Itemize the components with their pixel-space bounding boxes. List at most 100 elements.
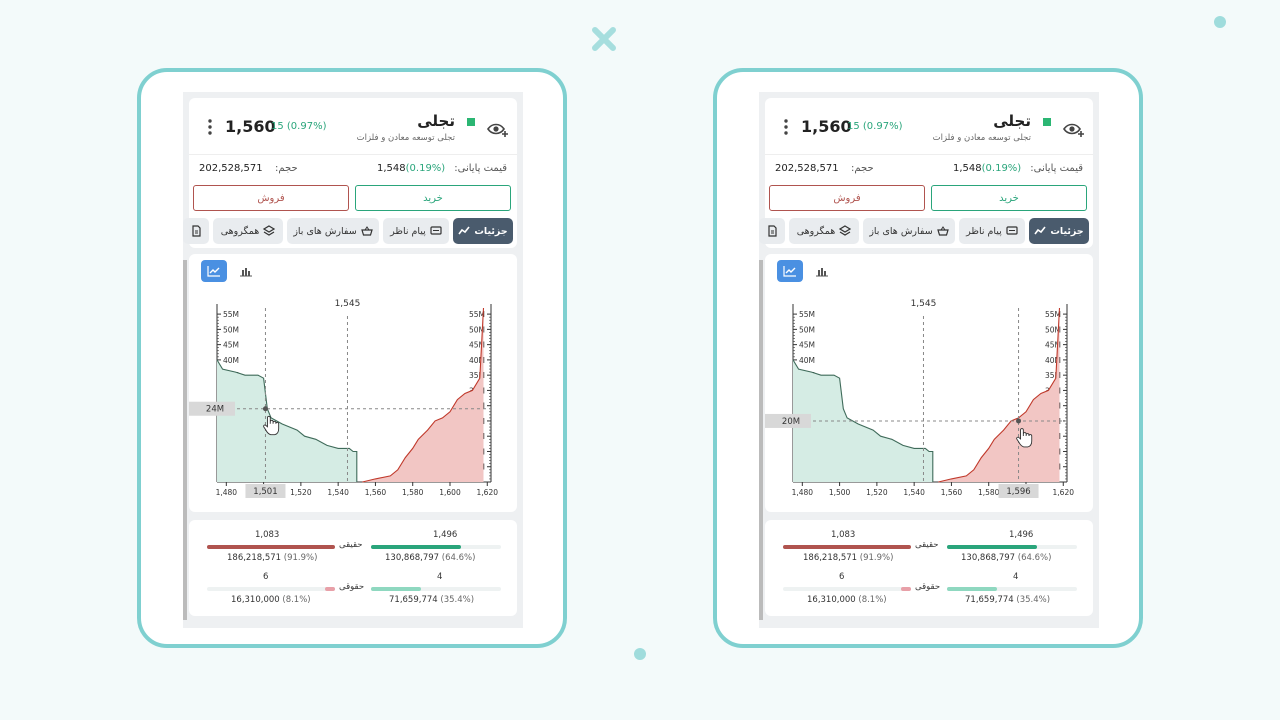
tab-label: سفارش های باز [869,225,933,237]
tab-supervisor-message[interactable]: پیام ناظر [383,218,449,244]
bar-chart-toggle[interactable] [809,260,835,282]
y-tick-label-left: 40M [799,356,815,365]
legal-label: حقوقی [339,582,365,592]
sell-button[interactable]: فروش [193,185,349,211]
status-square-icon [467,118,475,126]
buy-real-volume: 130,868,797 (64.6%) [961,553,1052,563]
buy-button[interactable]: خرید [931,185,1087,211]
trader-stats-card: 1,083 1,496 حقیقی 186,218,571 (91.9%) 13… [189,520,517,616]
y-tick-label-right: 55M [1045,310,1061,319]
depth-chart-card: 5M5M10M10M15M15M20M20M25M25M30M30M35M35M… [189,254,517,512]
y-tick-label-right: 50M [1045,325,1061,334]
bid-area [217,359,357,482]
line-chart-icon [783,266,796,277]
ask-line [938,307,1061,483]
x-tick-label: 1,560 [941,488,963,497]
price-summary-row: 202,528,571 حجم: 1,548(0.19%) قیمت پایان… [189,154,517,180]
tab-label: همگروهی [220,225,260,237]
sell-button[interactable]: فروش [769,185,925,211]
sell-legal-count: 6 [839,572,845,582]
y-tick-label-right: 50M [469,325,485,334]
x-tick-label: 1,540 [327,488,349,497]
tab-label: جزئیات [474,225,508,237]
layers-icon [263,225,276,236]
sell-legal-bar [325,587,335,591]
y-tick-label-right: 55M [469,310,485,319]
buy-legal-count: 4 [1013,572,1019,582]
bid-line [216,359,358,482]
crosshair-point [1016,418,1022,424]
close-change: (0.19%) [405,163,446,174]
crosshair-x-label: 1,596 [1006,487,1030,497]
decor-dot [634,648,646,660]
y-tick-label-left: 55M [799,310,815,319]
decor-dot [1214,16,1226,28]
volume-label: حجم: [275,163,298,174]
scrollbar[interactable] [183,260,187,620]
sell-legal-bar-track [783,587,911,591]
sell-legal-bar [901,587,911,591]
tab-peer-group[interactable]: همگروهی [213,218,283,244]
bid-area [793,359,933,482]
document-icon [768,225,777,237]
ask-line [362,307,485,483]
more-vertical-icon[interactable] [205,118,215,136]
tab-document[interactable] [183,218,209,244]
line-chart-icon [207,266,220,277]
company-name: تجلی توسعه معادن و فلزات [932,133,1031,143]
tab-label: پیام ناظر [390,225,426,237]
trend-icon [1034,226,1046,235]
reference-price-label: 1,545 [911,299,937,309]
basket-icon [360,226,373,236]
buy-legal-bar-track [947,587,1077,591]
line-chart-toggle[interactable] [201,260,227,282]
status-square-icon [1043,118,1051,126]
trader-stats-card: 1,083 1,496 حقیقی 186,218,571 (91.9%) 13… [765,520,1093,616]
hand-cursor-icon [1016,428,1033,448]
x-tick-label: 1,620 [477,488,499,497]
ask-area [362,308,484,482]
bar-chart-toggle[interactable] [233,260,259,282]
crosshair-y-label: 24M [206,405,224,415]
tab-document[interactable] [759,218,785,244]
scrollbar[interactable] [759,260,763,620]
tab-details[interactable]: جزئیات [1029,218,1089,244]
sell-real-volume: 186,218,571 (91.9%) [227,553,318,563]
x-tick-label: 1,520 [866,488,888,497]
stock-header-card: 1,560 15 (0.97%) تجلی تجلی توسعه معادن و… [759,98,1093,248]
y-tick-label-right: 45M [1045,341,1061,350]
market-depth-chart[interactable]: 5M5M10M10M15M15M20M20M25M25M30M30M35M35M… [189,284,517,512]
bid-line [792,359,934,482]
close-price-label: قیمت پایانی: [1030,163,1083,174]
close-price: 1,548(0.19%) [953,163,1022,174]
crosshair-x-label: 1,501 [253,487,277,497]
tab-open-orders[interactable]: سفارش های باز [287,218,379,244]
tab-details[interactable]: جزئیات [453,218,513,244]
buy-real-volume: 130,868,797 (64.6%) [385,553,476,563]
more-vertical-icon[interactable] [781,118,791,136]
bar-chart-icon [240,268,252,277]
reference-price-label: 1,545 [335,299,361,309]
buy-legal-bar [947,587,997,591]
tab-open-orders[interactable]: سفارش های باز [863,218,955,244]
x-tick-label: 1,580 [978,488,1000,497]
tab-supervisor-message[interactable]: پیام ناظر [959,218,1025,244]
x-tick-label: 1,480 [792,488,814,497]
close-price-label: قیمت پایانی: [454,163,507,174]
buy-legal-count: 4 [437,572,443,582]
buy-button[interactable]: خرید [355,185,511,211]
sell-real-bar [207,545,335,549]
tab-label: همگروهی [796,225,836,237]
y-tick-label-left: 50M [799,325,815,334]
market-depth-chart[interactable]: 5M5M10M10M15M15M20M20M25M25M30M30M35M35M… [765,284,1093,512]
trend-icon [458,226,470,235]
sell-legal-bar-track [207,587,335,591]
watch-eye-plus-icon[interactable] [487,120,509,138]
x-tick-label: 1,600 [439,488,461,497]
x-tick-label: 1,560 [365,488,387,497]
x-tick-label: 1,580 [402,488,424,497]
tab-peer-group[interactable]: همگروهی [789,218,859,244]
watch-eye-plus-icon[interactable] [1063,120,1085,138]
line-chart-toggle[interactable] [777,260,803,282]
y-tick-label-left: 40M [223,356,239,365]
